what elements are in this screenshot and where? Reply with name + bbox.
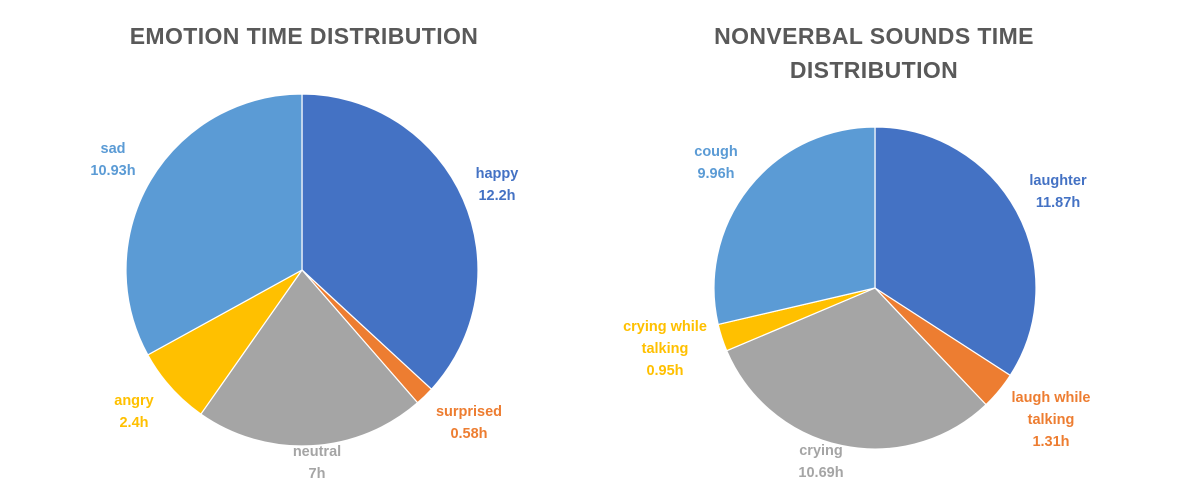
pie-slice-happy [301,93,479,390]
slice-label-cough: cough 9.96h [694,144,738,182]
slice-label-surprised: surprised 0.58h [436,404,502,442]
pie-slice-neutral [200,269,419,447]
pie-slice-cough [713,126,876,326]
pie-slice-crying [726,287,987,450]
slice-label-happy: happy 12.2h [476,166,519,204]
nonverbal-chart-title: NONVERBAL SOUNDS TIME DISTRIBUTION [714,23,1034,83]
nonverbal-pie-chart: laughter 11.87h laugh while talking 1.31h cry… [623,126,1091,481]
slice-label-laugh-while-talking: laugh while talking 1.31h [1012,390,1091,450]
slice-label-crying-while-talking: crying while talking 0.95h [623,319,707,379]
pie-slice-sad [125,93,303,356]
slice-label-laughter: laughter 11.87h [1029,173,1087,211]
pie-slice-laughter [874,126,1037,376]
emotion-pie-chart: happy 12.2h surprised 0.58h neutral 7h angry 2.… [90,93,519,482]
slice-label-crying: crying 10.69h [798,443,843,481]
emotion-chart-title: EMOTION TIME DISTRIBUTION [129,23,479,49]
slice-label-neutral: neutral 7h [293,444,341,482]
slice-label-sad: sad 10.93h [90,141,135,179]
slice-label-angry: angry 2.4h [114,393,154,431]
